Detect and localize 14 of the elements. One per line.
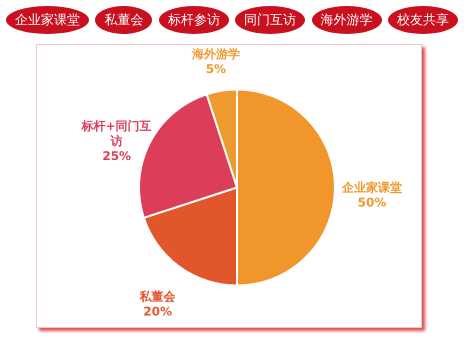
text: 海外游学 [312, 6, 382, 34]
slice-label: 标杆+同门互访 [80, 119, 152, 148]
text: 校友共享 [388, 6, 458, 34]
text: 私董会 [95, 6, 152, 34]
data-label: 25% [102, 149, 132, 164]
text: 企业家课堂 [6, 6, 89, 34]
data-label: 5% [206, 62, 226, 76]
text: 标杆参访 [158, 6, 229, 34]
slice-label: 私董会 [138, 290, 177, 304]
slice-label: 企业家课堂 [341, 180, 402, 194]
data-label: 20% [143, 304, 172, 319]
text: 同门互访 [235, 6, 306, 34]
slice-label: 海外游学 [190, 47, 240, 62]
data-label: 50% [358, 196, 386, 210]
